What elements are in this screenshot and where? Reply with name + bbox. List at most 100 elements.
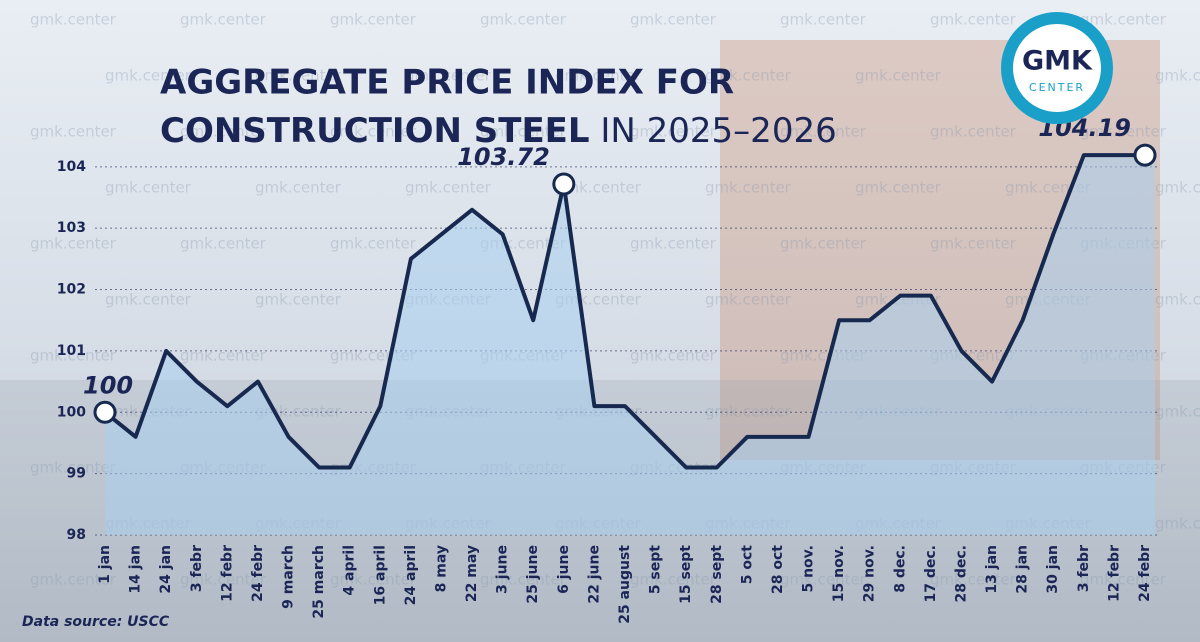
x-tick-label: 13 jan <box>984 545 1000 594</box>
watermark: gmk.center <box>630 11 717 29</box>
watermark: gmk.center <box>255 291 342 309</box>
watermark: gmk.center <box>30 459 117 477</box>
x-tick-label: 29 nov. <box>862 545 878 602</box>
watermark: gmk.center <box>930 123 1017 141</box>
x-tick-label: 25 june <box>525 545 541 604</box>
watermark: gmk.center <box>705 179 792 197</box>
watermark: gmk.center <box>630 235 717 253</box>
plot: 98 99 100 101 102 103 104 1 jan 14 jan 24 jan 3 fe… <box>57 114 1158 624</box>
x-tick-label: 24 jan <box>158 545 174 594</box>
logo: GMK CENTER <box>1001 12 1113 124</box>
watermark: gmk.center <box>555 67 642 85</box>
watermark: gmk.center <box>30 235 117 253</box>
watermark: gmk.center <box>480 571 567 589</box>
value-label: 103.72 <box>457 143 550 171</box>
watermark: gmk.center <box>705 291 792 309</box>
watermark: gmk.center <box>1080 571 1167 589</box>
y-tick-label: 102 <box>57 282 86 298</box>
area <box>105 155 1155 535</box>
point-marker <box>552 172 576 196</box>
watermark: gmk.center <box>780 123 867 141</box>
watermark: gmk.center <box>480 11 567 29</box>
x-tick-label: 17 dec. <box>923 545 939 603</box>
x-tick-label: 12 febr <box>219 545 235 602</box>
watermark: gmk.center <box>930 571 1017 589</box>
watermark: gmk.center <box>930 11 1017 29</box>
watermark: gmk.center <box>105 179 192 197</box>
point-marker <box>1133 143 1157 167</box>
x-tick-label: 3 febr <box>1076 545 1092 592</box>
watermark: gmk.center <box>780 235 867 253</box>
watermark: gmk.center <box>405 67 492 85</box>
x-tick-label: 16 april <box>372 545 388 605</box>
x-tick-label: 28 dec. <box>953 545 969 603</box>
x-tick-label: 1 jan <box>97 545 113 584</box>
x-tick-label: 5 nov. <box>801 545 817 593</box>
watermark: gmk.center <box>105 291 192 309</box>
x-tick-label: 28 oct <box>770 545 786 594</box>
watermark: gmk.center <box>255 67 342 85</box>
x-tick-label: 24 febr <box>1137 545 1153 602</box>
watermark: gmk.center <box>855 67 942 85</box>
watermark: gmk.center <box>780 11 867 29</box>
watermark: gmk.center <box>30 571 117 589</box>
watermark: gmk.center <box>780 571 867 589</box>
logo-ring <box>1001 12 1113 124</box>
x-tick-label: 24 febr <box>250 545 266 602</box>
watermark: gmk.center <box>930 235 1017 253</box>
y-tick-label: 103 <box>57 220 86 236</box>
x-tick-label: 12 febr <box>1106 545 1122 602</box>
watermark: gmk.center <box>630 571 717 589</box>
watermark: gmk.center <box>630 347 717 365</box>
x-tick-label: 22 may <box>464 545 480 602</box>
watermark: gmk.center <box>330 11 417 29</box>
x-tick-label: 28 sept <box>709 545 725 604</box>
watermark: gmk.center <box>330 235 417 253</box>
x-tick-label: 9 march <box>281 545 297 609</box>
x-tick-label: 14 jan <box>128 545 144 594</box>
y-tick-label: 101 <box>57 343 86 359</box>
watermark: gmk.center <box>255 179 342 197</box>
source: Data source: USCC <box>22 614 170 630</box>
watermark: gmk.center <box>1155 67 1200 85</box>
x-tick-label: 6 june <box>556 545 572 594</box>
watermark: gmk.center <box>555 179 642 197</box>
x-tick-label: 5 oct <box>739 545 755 585</box>
watermark: gmk.center <box>180 571 267 589</box>
watermark: gmk.center <box>855 179 942 197</box>
x-tick-label: 5 sept <box>648 545 664 594</box>
watermark: gmk.center <box>180 123 267 141</box>
y-tick-label: 98 <box>67 527 86 543</box>
watermark: gmk.center <box>705 67 792 85</box>
y-tick-label: 100 <box>57 404 86 420</box>
x-tick-label: 22 june <box>586 545 602 604</box>
watermark: gmk.center <box>1155 291 1200 309</box>
watermark: gmk.center <box>705 403 792 421</box>
logo-main: GMK <box>1022 46 1093 77</box>
title-line1: AGGREGATE PRICE INDEX FOR <box>160 63 734 103</box>
x-tick-label: 15 sept <box>678 545 694 604</box>
watermark: gmk.center <box>30 123 117 141</box>
watermark: gmk.center <box>30 11 117 29</box>
watermark: gmk.center <box>1155 179 1200 197</box>
title-line2: CONSTRUCTION STEEL IN 2025–2026 <box>160 111 837 151</box>
y-tick-label: 104 <box>57 159 86 175</box>
watermark: gmk.center <box>330 571 417 589</box>
watermark: gmk.center <box>105 67 192 85</box>
point-marker <box>93 400 117 424</box>
watermark: gmk.center <box>480 123 567 141</box>
watermark: gmk.center <box>180 347 267 365</box>
logo-sub: CENTER <box>1029 81 1085 94</box>
watermark: gmk.center <box>1080 11 1167 29</box>
title-rest: IN 2025–2026 <box>600 111 836 151</box>
x-tick-label: 15 nov. <box>831 545 847 602</box>
line <box>103 153 1145 470</box>
x-tick-label: 3 febr <box>189 545 205 592</box>
watermark: gmk.center <box>330 123 417 141</box>
x-tick-label: 25 march <box>311 545 327 619</box>
title-bold: CONSTRUCTION STEEL <box>160 111 590 151</box>
x-tick-label: 3 june <box>495 545 511 594</box>
x-tick-label: 8 may <box>433 545 449 592</box>
x-tick-label: 28 jan <box>1015 545 1031 594</box>
